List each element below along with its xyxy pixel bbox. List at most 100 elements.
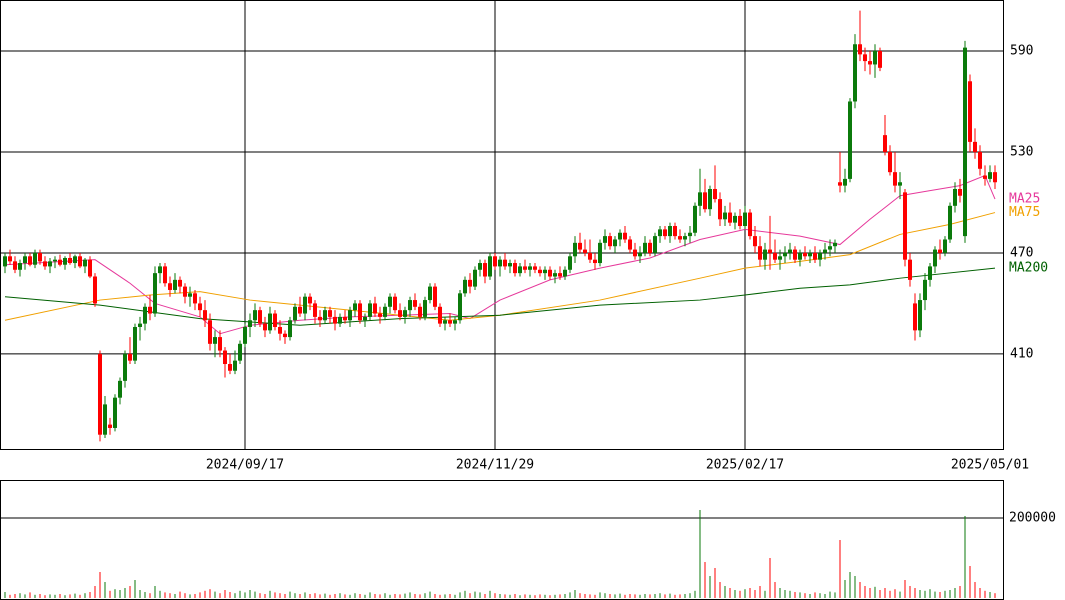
volume-bar	[639, 594, 641, 598]
volume-bar	[814, 592, 816, 598]
candle-body	[863, 54, 867, 62]
candle-body	[623, 232, 627, 240]
volume-bar	[829, 591, 831, 598]
x-tick-label: 2024/09/17	[206, 458, 284, 473]
volume-bar	[394, 594, 396, 598]
volume-bar	[484, 594, 486, 598]
candle-body	[778, 256, 782, 260]
volume-bar	[19, 593, 21, 598]
volume-bar	[944, 590, 946, 598]
candle-body	[313, 303, 317, 317]
candle-body	[388, 296, 392, 307]
volume-bar	[919, 590, 921, 598]
volume-bar	[329, 594, 331, 598]
volume-bar	[729, 588, 731, 598]
candle-body	[798, 252, 802, 260]
candle-body	[148, 306, 152, 314]
candle-body	[173, 279, 177, 290]
volume-bar	[684, 594, 686, 598]
candle-body	[918, 300, 922, 331]
candle-body	[328, 310, 332, 317]
volume-bar	[594, 594, 596, 598]
volume-bar	[869, 588, 871, 598]
volume-bar	[989, 592, 991, 598]
volume-bar	[864, 586, 866, 598]
candle-body	[943, 239, 947, 253]
price-layer: 410 470 530 590 2024/09/17 2024/11/29 2025/02/…	[0, 0, 1048, 473]
volume-bar	[899, 591, 901, 598]
volume-bar	[719, 582, 721, 598]
volume-bar	[324, 593, 326, 598]
volume-bar	[564, 594, 566, 598]
volume-bar	[89, 592, 91, 598]
volume-bar	[949, 590, 951, 598]
candle-body	[653, 236, 657, 253]
candle-body	[178, 279, 182, 287]
volume-bar	[469, 593, 471, 598]
volume-bar	[429, 591, 431, 598]
volume-bar	[559, 594, 561, 598]
volume-bar	[384, 593, 386, 598]
volume-bar	[854, 576, 856, 598]
candle-body	[828, 246, 832, 250]
candle-body	[38, 252, 42, 262]
candle-body	[423, 300, 427, 317]
volume-bar	[404, 593, 406, 598]
volume-bar	[369, 592, 371, 598]
volume-bar	[379, 594, 381, 598]
candle-body	[848, 101, 852, 179]
candle-body	[598, 242, 602, 264]
candle-body	[338, 316, 342, 324]
volume-bar	[754, 590, 756, 598]
volume-bar	[909, 586, 911, 598]
volume-bar	[224, 590, 226, 598]
candle-body	[508, 263, 512, 267]
candle-body	[163, 266, 167, 284]
volume-bar	[314, 593, 316, 598]
candle-body	[968, 81, 972, 142]
candle-body	[303, 296, 307, 314]
volume-bar	[9, 594, 11, 598]
candle-body	[223, 350, 227, 365]
candle-body	[418, 306, 422, 317]
volume-bar	[159, 590, 161, 598]
volume-bar	[759, 586, 761, 598]
candle-body	[348, 310, 352, 321]
candle-body	[688, 232, 692, 237]
candle-body	[118, 380, 122, 398]
x-tick-label: 2024/11/29	[456, 458, 534, 473]
volume-bar	[809, 594, 811, 598]
volume-bar	[849, 572, 851, 598]
candle-body	[88, 259, 92, 277]
volume-bar	[534, 595, 536, 598]
candle-body	[193, 293, 197, 304]
volume-bar	[99, 572, 101, 598]
volume-bar	[39, 594, 41, 598]
volume-bar	[119, 590, 121, 598]
volume-bar	[779, 588, 781, 598]
candle-body	[293, 306, 297, 321]
volume-bar	[274, 592, 276, 598]
candle-body	[123, 353, 127, 381]
candle-body	[993, 172, 997, 183]
candle-body	[238, 343, 242, 361]
volume-bar	[884, 588, 886, 598]
volume-bar	[24, 594, 26, 598]
candle-body	[953, 188, 957, 206]
candle-body	[343, 316, 347, 321]
candle-body	[563, 269, 567, 277]
candle-body	[573, 242, 577, 257]
candle-body	[538, 269, 542, 274]
volume-bar	[129, 586, 131, 598]
x-tick-label: 2025/05/01	[951, 458, 1029, 473]
volume-bar	[994, 593, 996, 598]
candle-body	[818, 252, 822, 260]
volume-bar	[799, 592, 801, 598]
candle-body	[83, 259, 87, 267]
candle-body	[663, 229, 667, 237]
candle-body	[988, 172, 992, 179]
volume-bar	[984, 590, 986, 598]
candle-body	[813, 252, 817, 260]
volume-bar	[459, 592, 461, 598]
